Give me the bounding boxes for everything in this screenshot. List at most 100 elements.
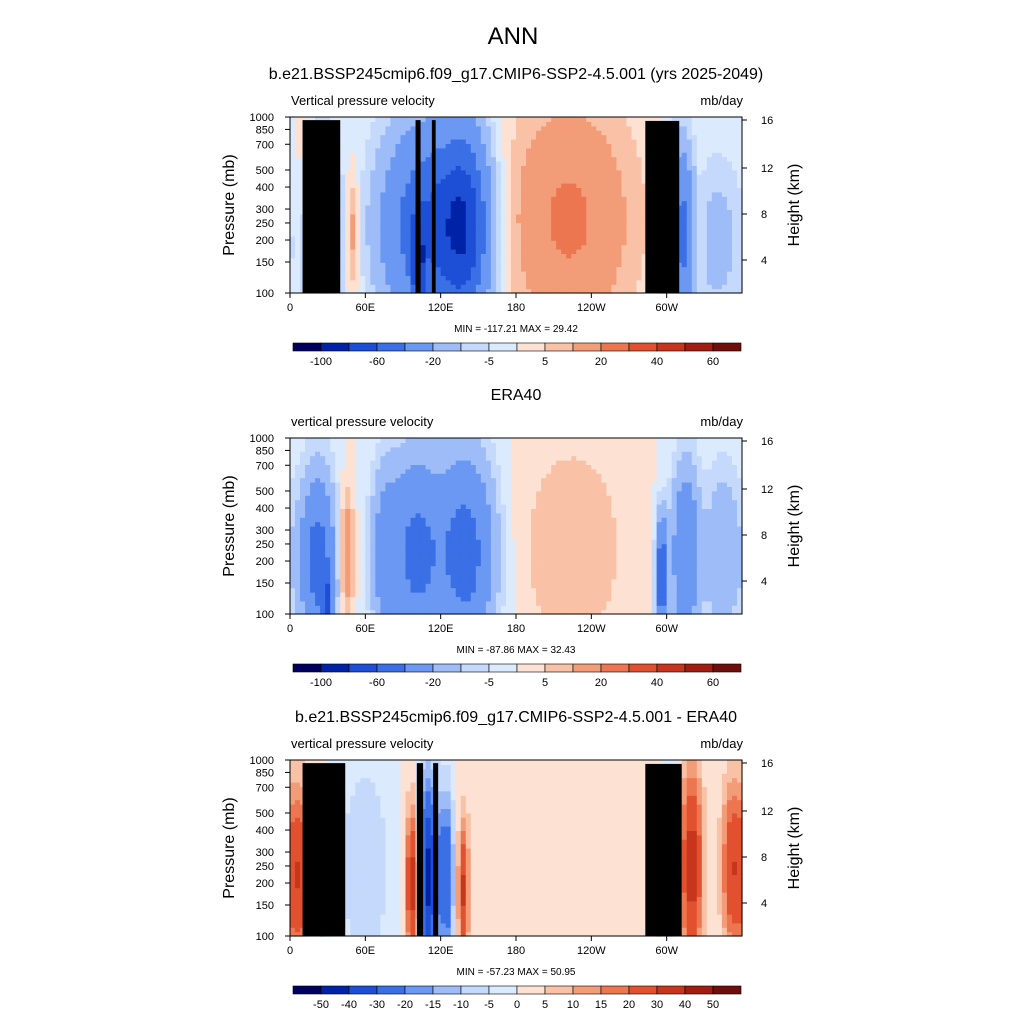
heatmap-cell [380, 438, 387, 443]
heatmap-cell [691, 134, 698, 140]
heatmap-cell [596, 284, 602, 290]
heatmap-cell [410, 271, 417, 276]
heatmap-cell [450, 570, 457, 575]
heatmap-cell [370, 147, 376, 153]
heatmap-cell [330, 455, 336, 461]
heatmap-cell [701, 183, 708, 188]
heatmap-cell [546, 209, 552, 215]
heatmap-cell [410, 249, 417, 254]
heatmap-cell [375, 275, 381, 281]
heatmap-cell [395, 266, 402, 272]
heatmap-cell [516, 191, 522, 197]
heatmap-cell [410, 578, 417, 584]
heatmap-cell [355, 521, 361, 527]
heatmap-cell [581, 266, 587, 272]
heatmap-cell [641, 191, 648, 197]
heatmap-cell [711, 147, 718, 153]
heatmap-cell [375, 117, 381, 122]
heatmap-cell [556, 288, 562, 294]
heatmap-cell [536, 222, 542, 228]
heatmap-cell [445, 196, 452, 202]
heatmap-cell [641, 213, 648, 219]
heatmap-cell [510, 227, 517, 232]
heatmap-cell [736, 165, 743, 171]
heatmap-cell [370, 609, 376, 615]
heatmap-cell [420, 517, 427, 523]
heatmap-cell [736, 284, 743, 290]
heatmap-cell [531, 279, 537, 285]
heatmap-cell [350, 556, 356, 562]
heatmap-cell [325, 468, 331, 474]
heatmap-cell [425, 446, 432, 452]
heatmap-cell [365, 587, 371, 593]
heatmap-cell [731, 152, 738, 158]
colorbar-box [600, 342, 630, 352]
heatmap-cell [470, 235, 477, 241]
heatmap-cell [601, 117, 607, 122]
heatmap-cell [616, 205, 623, 210]
heatmap-cell [495, 266, 502, 272]
heatmap-cell [510, 130, 517, 136]
heatmap-cell [320, 508, 326, 514]
heatmap-cell [465, 152, 472, 158]
heatmap-cell [731, 257, 738, 263]
heatmap-cell [621, 156, 628, 162]
heatmap-cell [551, 125, 557, 131]
heatmap-cell [290, 455, 296, 461]
heatmap-cell [450, 200, 457, 206]
heatmap-cell [375, 460, 381, 465]
heatmap-cell [340, 169, 346, 175]
heatmap-cell [440, 266, 447, 272]
heatmap-cell [611, 117, 618, 122]
heatmap-cell [405, 200, 412, 206]
heatmap-cell [290, 451, 296, 457]
heatmap-cell [736, 249, 743, 254]
heatmap-cell [556, 130, 562, 136]
heatmap-cell [571, 117, 577, 122]
heatmap-cell [290, 288, 296, 294]
heatmap-cell [691, 130, 698, 136]
heatmap-cell [365, 222, 371, 228]
heatmap-cell [721, 205, 728, 210]
heatmap-cell [696, 213, 703, 219]
heatmap-cell [330, 446, 336, 452]
heatmap-cell [736, 147, 743, 153]
heatmap-cell [385, 231, 392, 237]
heatmap-cell [696, 266, 703, 272]
heatmap-cell [345, 240, 351, 246]
heatmap-cell [300, 561, 306, 567]
heatmap-cell [360, 147, 366, 153]
heatmap-cell [435, 482, 442, 487]
heatmap-cell [300, 504, 306, 509]
heatmap-cell [360, 249, 366, 254]
heatmap-cell [345, 271, 351, 276]
heatmap-cell [365, 556, 371, 562]
heatmap-cell [440, 570, 447, 575]
heatmap-cell [305, 508, 311, 514]
heatmap-cell [390, 490, 397, 496]
heatmap-cell [425, 504, 432, 509]
heatmap-cell [490, 130, 497, 136]
heatmap-cell [561, 257, 567, 263]
heatmap-cell [415, 605, 422, 611]
heatmap-cell [686, 147, 693, 153]
heatmap-cell [616, 191, 623, 197]
heatmap-cell [395, 257, 402, 263]
heatmap-cell [450, 565, 457, 571]
heatmap-cell [581, 196, 587, 202]
heatmap-cell [531, 152, 537, 158]
heatmap-cell [490, 257, 497, 263]
heatmap-cell [445, 609, 452, 615]
heatmap-cell [536, 253, 542, 259]
heatmap-cell [480, 209, 487, 215]
heatmap-cell [395, 209, 402, 215]
heatmap-cell [505, 213, 512, 219]
heatmap-cell [355, 222, 361, 228]
heatmap-cell [345, 253, 351, 259]
heatmap-cell [420, 446, 427, 452]
heatmap-cell [375, 451, 381, 457]
heatmap-cell [415, 438, 422, 443]
heatmap-cell [425, 477, 432, 483]
heatmap-cell [541, 271, 547, 276]
heatmap-cell [516, 209, 522, 215]
